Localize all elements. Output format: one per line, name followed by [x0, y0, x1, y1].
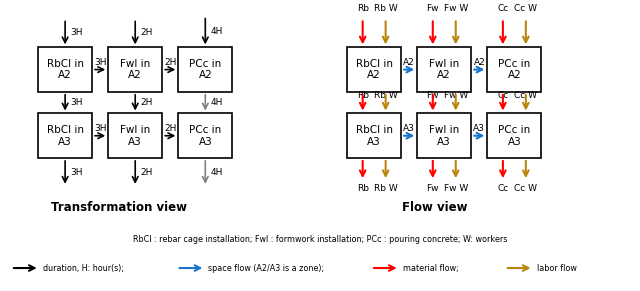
Text: Rb W: Rb W [374, 4, 397, 13]
Text: 4H: 4H [211, 98, 223, 107]
Text: Rb W: Rb W [374, 91, 397, 100]
Text: Fw W: Fw W [444, 184, 468, 193]
Text: 2H: 2H [164, 124, 177, 133]
Text: 2H: 2H [164, 58, 177, 67]
Text: 3H: 3H [70, 29, 83, 38]
Text: FwI in
A3: FwI in A3 [429, 125, 460, 147]
Text: FwI in
A3: FwI in A3 [120, 125, 150, 147]
Text: labor flow: labor flow [537, 264, 577, 273]
Text: 2H: 2H [141, 29, 153, 38]
Text: Fw W: Fw W [444, 91, 468, 100]
Text: PCc in
A3: PCc in A3 [189, 125, 221, 147]
FancyBboxPatch shape [108, 113, 163, 158]
Text: Cc: Cc [497, 184, 509, 193]
Text: Cc W: Cc W [515, 91, 538, 100]
Text: Cc: Cc [497, 91, 509, 100]
Text: A2: A2 [474, 58, 485, 67]
Text: Transformation view: Transformation view [51, 201, 188, 214]
FancyBboxPatch shape [347, 113, 401, 158]
Text: Fw W: Fw W [444, 4, 468, 13]
Text: PCc in
A2: PCc in A2 [498, 59, 531, 80]
Text: 3H: 3H [70, 168, 83, 177]
FancyBboxPatch shape [417, 113, 471, 158]
Text: material flow;: material flow; [403, 264, 459, 273]
Text: Flow view: Flow view [402, 201, 467, 214]
FancyBboxPatch shape [38, 47, 92, 92]
Text: Cc W: Cc W [515, 184, 538, 193]
Text: RbCI : rebar cage installation; FwI : formwork installation; PCc : pouring concr: RbCI : rebar cage installation; FwI : fo… [133, 235, 507, 244]
Text: 2H: 2H [141, 98, 153, 107]
Text: Rb W: Rb W [374, 184, 397, 193]
FancyBboxPatch shape [108, 47, 163, 92]
Text: FwI in
A2: FwI in A2 [120, 59, 150, 80]
Text: 3H: 3H [70, 98, 83, 107]
FancyBboxPatch shape [38, 113, 92, 158]
FancyBboxPatch shape [487, 113, 541, 158]
Text: 2H: 2H [141, 168, 153, 177]
FancyBboxPatch shape [178, 47, 232, 92]
Text: 4H: 4H [211, 168, 223, 177]
Text: RbCI in
A2: RbCI in A2 [47, 59, 84, 80]
FancyBboxPatch shape [487, 47, 541, 92]
Text: 3H: 3H [94, 58, 106, 67]
Text: Cc: Cc [497, 4, 509, 13]
Text: Fw: Fw [426, 184, 439, 193]
Text: PCc in
A3: PCc in A3 [498, 125, 531, 147]
Text: space flow (A2/A3 is a zone);: space flow (A2/A3 is a zone); [209, 264, 324, 273]
Text: 4H: 4H [211, 27, 223, 36]
Text: PCc in
A2: PCc in A2 [189, 59, 221, 80]
Text: Rb: Rb [356, 184, 369, 193]
Text: A3: A3 [474, 124, 485, 133]
Text: Fw: Fw [426, 91, 439, 100]
Text: RbCI in
A2: RbCI in A2 [356, 59, 393, 80]
Text: Cc W: Cc W [515, 4, 538, 13]
FancyBboxPatch shape [417, 47, 471, 92]
Text: RbCI in
A3: RbCI in A3 [356, 125, 393, 147]
Text: A3: A3 [403, 124, 415, 133]
FancyBboxPatch shape [178, 113, 232, 158]
Text: 3H: 3H [94, 124, 106, 133]
Text: FwI in
A2: FwI in A2 [429, 59, 460, 80]
Text: Rb: Rb [356, 4, 369, 13]
Text: A2: A2 [403, 58, 415, 67]
FancyBboxPatch shape [347, 47, 401, 92]
Text: RbCI in
A3: RbCI in A3 [47, 125, 84, 147]
Text: Fw: Fw [426, 4, 439, 13]
Text: Rb: Rb [356, 91, 369, 100]
Text: duration, H: hour(s);: duration, H: hour(s); [43, 264, 124, 273]
